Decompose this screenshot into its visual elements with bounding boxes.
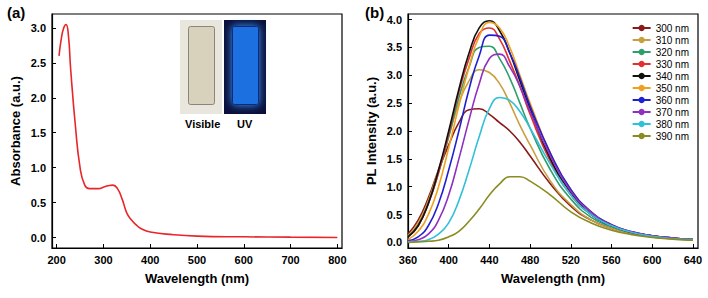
svg-text:300: 300 (94, 254, 112, 266)
svg-text:320 nm: 320 nm (656, 47, 689, 58)
svg-text:560: 560 (602, 254, 620, 266)
svg-text:0.0: 0.0 (31, 232, 46, 244)
svg-text:300 nm: 300 nm (656, 23, 689, 34)
svg-text:0.5: 0.5 (387, 209, 402, 221)
svg-text:400: 400 (141, 254, 159, 266)
svg-text:1.0: 1.0 (387, 181, 402, 193)
svg-text:PL Intensity (a.u.): PL Intensity (a.u.) (364, 77, 379, 185)
svg-text:520: 520 (562, 254, 580, 266)
svg-text:440: 440 (480, 254, 498, 266)
svg-text:2.0: 2.0 (31, 92, 46, 104)
svg-text:360: 360 (399, 254, 417, 266)
svg-text:600: 600 (235, 254, 253, 266)
svg-text:400: 400 (440, 254, 458, 266)
svg-text:800: 800 (328, 254, 346, 266)
svg-text:360 nm: 360 nm (656, 95, 689, 106)
svg-text:(b): (b) (365, 4, 384, 21)
svg-text:4.0: 4.0 (387, 14, 402, 26)
svg-text:1.0: 1.0 (31, 162, 46, 174)
svg-text:2.5: 2.5 (31, 57, 46, 69)
svg-text:3.5: 3.5 (387, 41, 402, 53)
svg-text:200: 200 (47, 254, 65, 266)
svg-text:640: 640 (684, 254, 702, 266)
svg-text:500: 500 (188, 254, 206, 266)
svg-text:340 nm: 340 nm (656, 71, 689, 82)
svg-text:700: 700 (281, 254, 299, 266)
svg-text:350 nm: 350 nm (656, 83, 689, 94)
svg-text:370 nm: 370 nm (656, 107, 689, 118)
svg-text:3.0: 3.0 (387, 69, 402, 81)
svg-text:2.5: 2.5 (387, 97, 402, 109)
svg-text:(a): (a) (7, 4, 25, 21)
svg-text:0.0: 0.0 (387, 236, 402, 248)
svg-text:480: 480 (521, 254, 539, 266)
svg-text:Wavelength (nm): Wavelength (nm) (501, 271, 605, 286)
svg-text:Visible: Visible (185, 118, 220, 130)
svg-text:310 nm: 310 nm (656, 35, 689, 46)
svg-text:380 nm: 380 nm (656, 119, 689, 130)
svg-text:1.5: 1.5 (31, 127, 46, 139)
svg-text:1.5: 1.5 (387, 153, 402, 165)
svg-text:600: 600 (643, 254, 661, 266)
svg-text:0.5: 0.5 (31, 197, 46, 209)
svg-text:Wavelength (nm): Wavelength (nm) (145, 271, 249, 286)
svg-text:3.0: 3.0 (31, 22, 46, 34)
svg-text:390 nm: 390 nm (656, 131, 689, 142)
svg-text:Absorbance (a.u.): Absorbance (a.u.) (8, 76, 23, 186)
svg-text:UV: UV (237, 118, 253, 130)
svg-text:330 nm: 330 nm (656, 59, 689, 70)
svg-text:2.0: 2.0 (387, 125, 402, 137)
